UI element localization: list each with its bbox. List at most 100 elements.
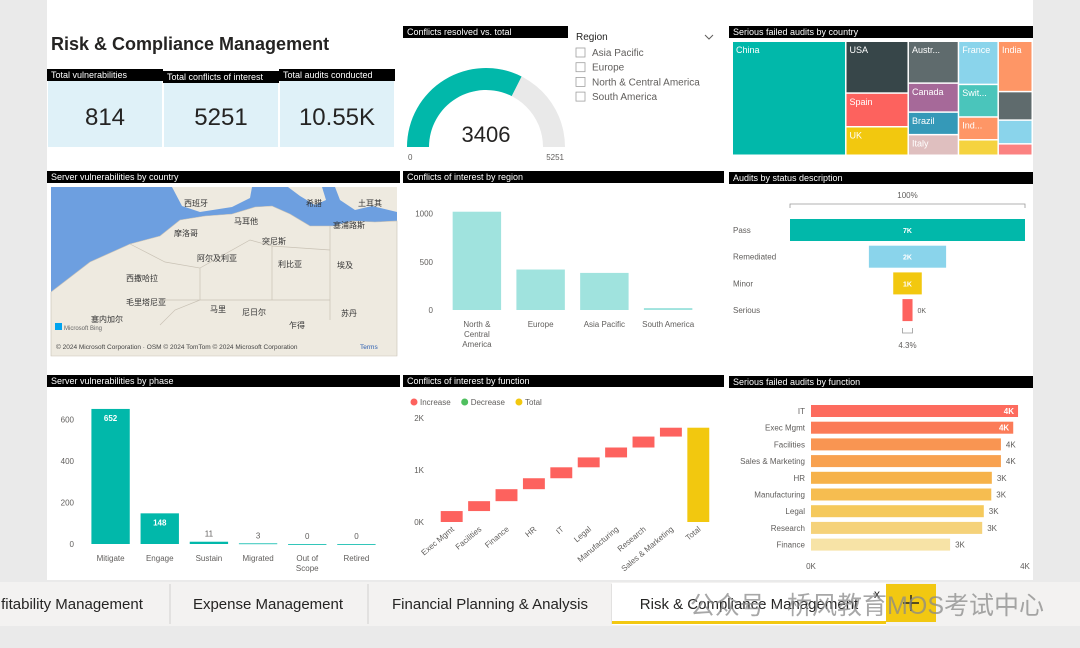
page-tab[interactable]: Financial Planning & Analysis xyxy=(392,596,588,613)
active-tab[interactable] xyxy=(612,583,886,625)
waterfall-bar xyxy=(659,427,682,437)
y-category-label: Research xyxy=(771,524,805,533)
map-label: 希腊 xyxy=(306,198,322,208)
data-label: 4K xyxy=(1004,407,1014,416)
tab-close[interactable]: x xyxy=(874,587,880,601)
map-borders xyxy=(129,226,331,326)
x-tick-label: Out of Scope xyxy=(296,554,319,573)
visual-title: Serious failed audits by country xyxy=(733,27,859,37)
visual-header xyxy=(279,69,395,81)
y-tick-label: 600 xyxy=(61,416,75,425)
treemap-label: Brazil xyxy=(912,116,935,126)
gauge-value: 3406 xyxy=(462,122,511,147)
waterfall-bar xyxy=(577,457,600,468)
slicer-checkbox[interactable] xyxy=(575,62,586,73)
bar xyxy=(811,505,984,518)
map-land xyxy=(335,187,397,212)
visual-title: Server vulnerabilities by country xyxy=(51,172,179,182)
legend-label: Decrease xyxy=(471,398,506,407)
bar xyxy=(811,421,1014,434)
page-tab[interactable]: Risk & Compliance Management xyxy=(640,596,859,613)
x-tick-label: North & Central America xyxy=(462,320,492,349)
treemap-tile xyxy=(846,93,908,126)
bar xyxy=(811,455,1001,468)
treemap-tile xyxy=(908,112,958,134)
treemap-label: Italy xyxy=(912,138,929,148)
treemap-tile xyxy=(908,135,958,155)
visual-title: Serious failed audits by function xyxy=(733,377,860,387)
y-category-label: Finance xyxy=(777,541,806,550)
page-tab[interactable]: fitability Management xyxy=(1,596,144,613)
map-label: 马里 xyxy=(210,305,226,314)
map-terms[interactable]: Terms xyxy=(360,344,378,351)
bar xyxy=(288,544,327,545)
treemap-tile xyxy=(959,85,998,117)
y-category-label: Sales & Marketing xyxy=(740,457,805,466)
waterfall-bar xyxy=(550,467,573,479)
funnel-category: Pass xyxy=(733,226,751,235)
bar xyxy=(811,471,992,484)
y-tick-label: 400 xyxy=(61,457,75,466)
visual-header xyxy=(403,171,724,183)
data-label: 3K xyxy=(989,507,999,516)
funnel-bar xyxy=(902,299,913,322)
funnel-bar xyxy=(868,245,947,268)
slicer-checkbox[interactable] xyxy=(575,77,586,87)
treemap-label: Ind... xyxy=(962,121,982,131)
map-attribution: © 2024 Microsoft Corporation · OSM © 202… xyxy=(56,343,298,351)
data-label: 3K xyxy=(997,474,1007,483)
slicer-chevron[interactable] xyxy=(704,34,714,40)
slicer-option[interactable]: North & Central America xyxy=(592,77,700,88)
slicer-option[interactable]: South America xyxy=(592,92,657,103)
y-tick-label: 200 xyxy=(61,499,75,508)
treemap-tile xyxy=(998,92,1032,120)
watermark: 公众号 · 桥风教育MOS考试中心 xyxy=(690,592,1044,620)
bar xyxy=(189,541,229,544)
data-label: 3K xyxy=(996,491,1006,500)
visual-header xyxy=(47,69,163,81)
funnel-bottom-label: 4.3% xyxy=(898,341,916,350)
treemap-tile xyxy=(998,144,1032,155)
visual-title: Audits by status description xyxy=(733,173,843,183)
treemap-tile xyxy=(998,120,1032,144)
treemap-label: Spain xyxy=(850,97,873,107)
bar xyxy=(516,269,565,310)
x-tick-label: IT xyxy=(554,525,565,537)
data-label: 4K xyxy=(1006,457,1016,466)
slicer-checkbox[interactable] xyxy=(575,91,586,102)
map-label: 马耳他 xyxy=(234,216,258,226)
treemap-tile xyxy=(846,42,908,93)
active-tab-underline xyxy=(612,621,886,624)
page-tab[interactable]: Expense Management xyxy=(193,596,344,613)
visual-title: Total audits conducted xyxy=(283,70,373,80)
bar xyxy=(580,272,629,310)
data-label: 148 xyxy=(153,518,167,527)
y-tick-label: 0K xyxy=(414,518,424,527)
slicer-option[interactable]: Asia Pacific xyxy=(592,48,644,59)
slicer-checkbox[interactable] xyxy=(575,47,586,58)
visual-title: Total conflicts of interest xyxy=(167,72,264,82)
map-label: 塞内加尔 xyxy=(91,314,123,324)
funnel-value-label: 7K xyxy=(903,228,912,235)
bar xyxy=(811,538,951,551)
bar xyxy=(811,438,1001,451)
map-label: 塞浦路斯 xyxy=(333,220,365,230)
y-tick-label: 500 xyxy=(420,258,434,267)
y-category-label: IT xyxy=(798,407,805,416)
visual-header xyxy=(403,375,724,387)
x-tick-label: Asia Pacific xyxy=(584,320,625,329)
visual-header xyxy=(729,376,1033,388)
x-tick-label: Europe xyxy=(528,320,554,329)
slicer-option[interactable]: Europe xyxy=(592,63,625,74)
treemap-tile xyxy=(959,140,998,155)
map-label: 摩洛哥 xyxy=(174,228,198,238)
data-label: 4K xyxy=(999,424,1009,433)
card-background xyxy=(48,81,162,147)
map-label: 乍得 xyxy=(289,320,305,330)
bing-logo xyxy=(55,323,62,330)
data-label: 4K xyxy=(1006,440,1016,449)
treemap-label: China xyxy=(736,45,760,55)
map xyxy=(50,187,398,357)
